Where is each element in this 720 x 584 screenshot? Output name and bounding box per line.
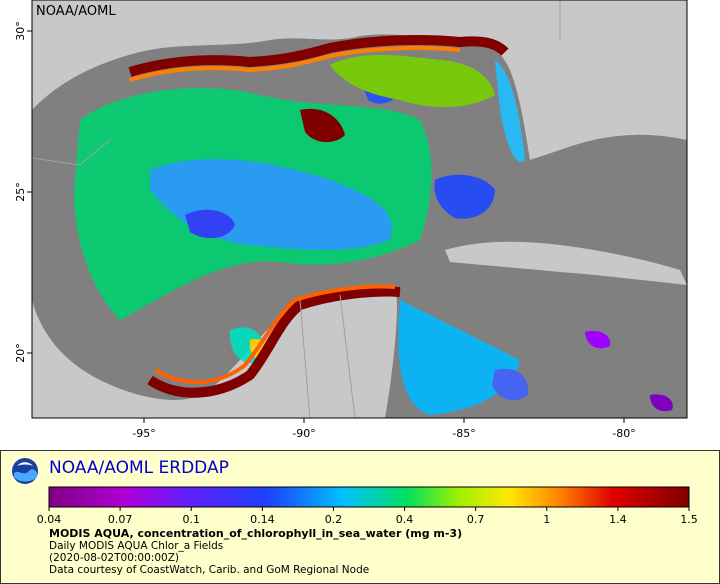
colorbar-ticks: 0.04 0.07 0.1 0.14 0.2 0.4 0.7 1 1.4 1.5 — [37, 507, 698, 526]
mexico-land — [32, 288, 397, 418]
lat-tick-25: 25° — [14, 182, 27, 202]
colorbar-tick-label: 0.2 — [325, 513, 343, 526]
cuba-land — [445, 241, 687, 285]
colorbar-tick-label: 0.07 — [108, 513, 133, 526]
dataset-date: (2020-08-02T00:00:00Z) — [49, 552, 179, 564]
colorbar-tick-label: 0.14 — [250, 513, 275, 526]
coastal-bloom-layer — [128, 35, 509, 398]
map-attribution: NOAA/AOML — [36, 4, 116, 19]
colorbar-ramp — [48, 486, 690, 508]
lon-tick-85: -85° — [452, 427, 475, 440]
colorbar-tick-label: 1.4 — [609, 513, 627, 526]
lat-tick-30: 30° — [14, 21, 27, 41]
colorbar-tick-label: 0.1 — [182, 513, 200, 526]
lon-tick-80: -80° — [612, 427, 635, 440]
lat-ticks — [27, 30, 32, 354]
colorbar-tick-label: 0.7 — [467, 513, 485, 526]
colorbar-tick-label: 1.5 — [680, 513, 698, 526]
map-frame — [31, 0, 688, 419]
map-svg: 20° 25° 30° -95° -90° -85° -80° — [14, 0, 688, 440]
lat-tick-20: 20° — [14, 343, 27, 363]
lon-tick-95: -95° — [132, 427, 155, 440]
purple-patch-2 — [650, 394, 673, 412]
data-credit: Data courtesy of CoastWatch, Carib. and … — [49, 564, 370, 576]
dataset-title: MODIS AQUA, concentration_of_chlorophyll… — [49, 527, 463, 540]
erddap-brand: NOAA/AOML ERDDAP — [49, 458, 229, 478]
colorbar-tick-label: 0.4 — [396, 513, 414, 526]
purple-patch — [585, 330, 611, 349]
colorbar-tick-label: 1 — [543, 513, 550, 526]
legend-panel: NOAA/AOML ERDDAP 0.04 0.07 0.1 0.14 0.2 0.4 0.… — [0, 450, 720, 584]
lon-ticks — [143, 418, 625, 423]
map-panel: 20° 25° 30° -95° -90° -85° -80° NOAA/AOM… — [14, 0, 688, 440]
dataset-subtitle: Daily MODIS AQUA Chlor_a Fields — [49, 540, 224, 552]
florida-land — [500, 40, 600, 150]
noaa-logo-icon — [12, 458, 38, 484]
lon-tick-90: -90° — [292, 427, 315, 440]
border-lines — [32, 0, 561, 418]
colorbar-tick-label: 0.04 — [37, 513, 62, 526]
colorbar: 0.04 0.07 0.1 0.14 0.2 0.4 0.7 1 1.4 1.5 — [37, 486, 698, 526]
